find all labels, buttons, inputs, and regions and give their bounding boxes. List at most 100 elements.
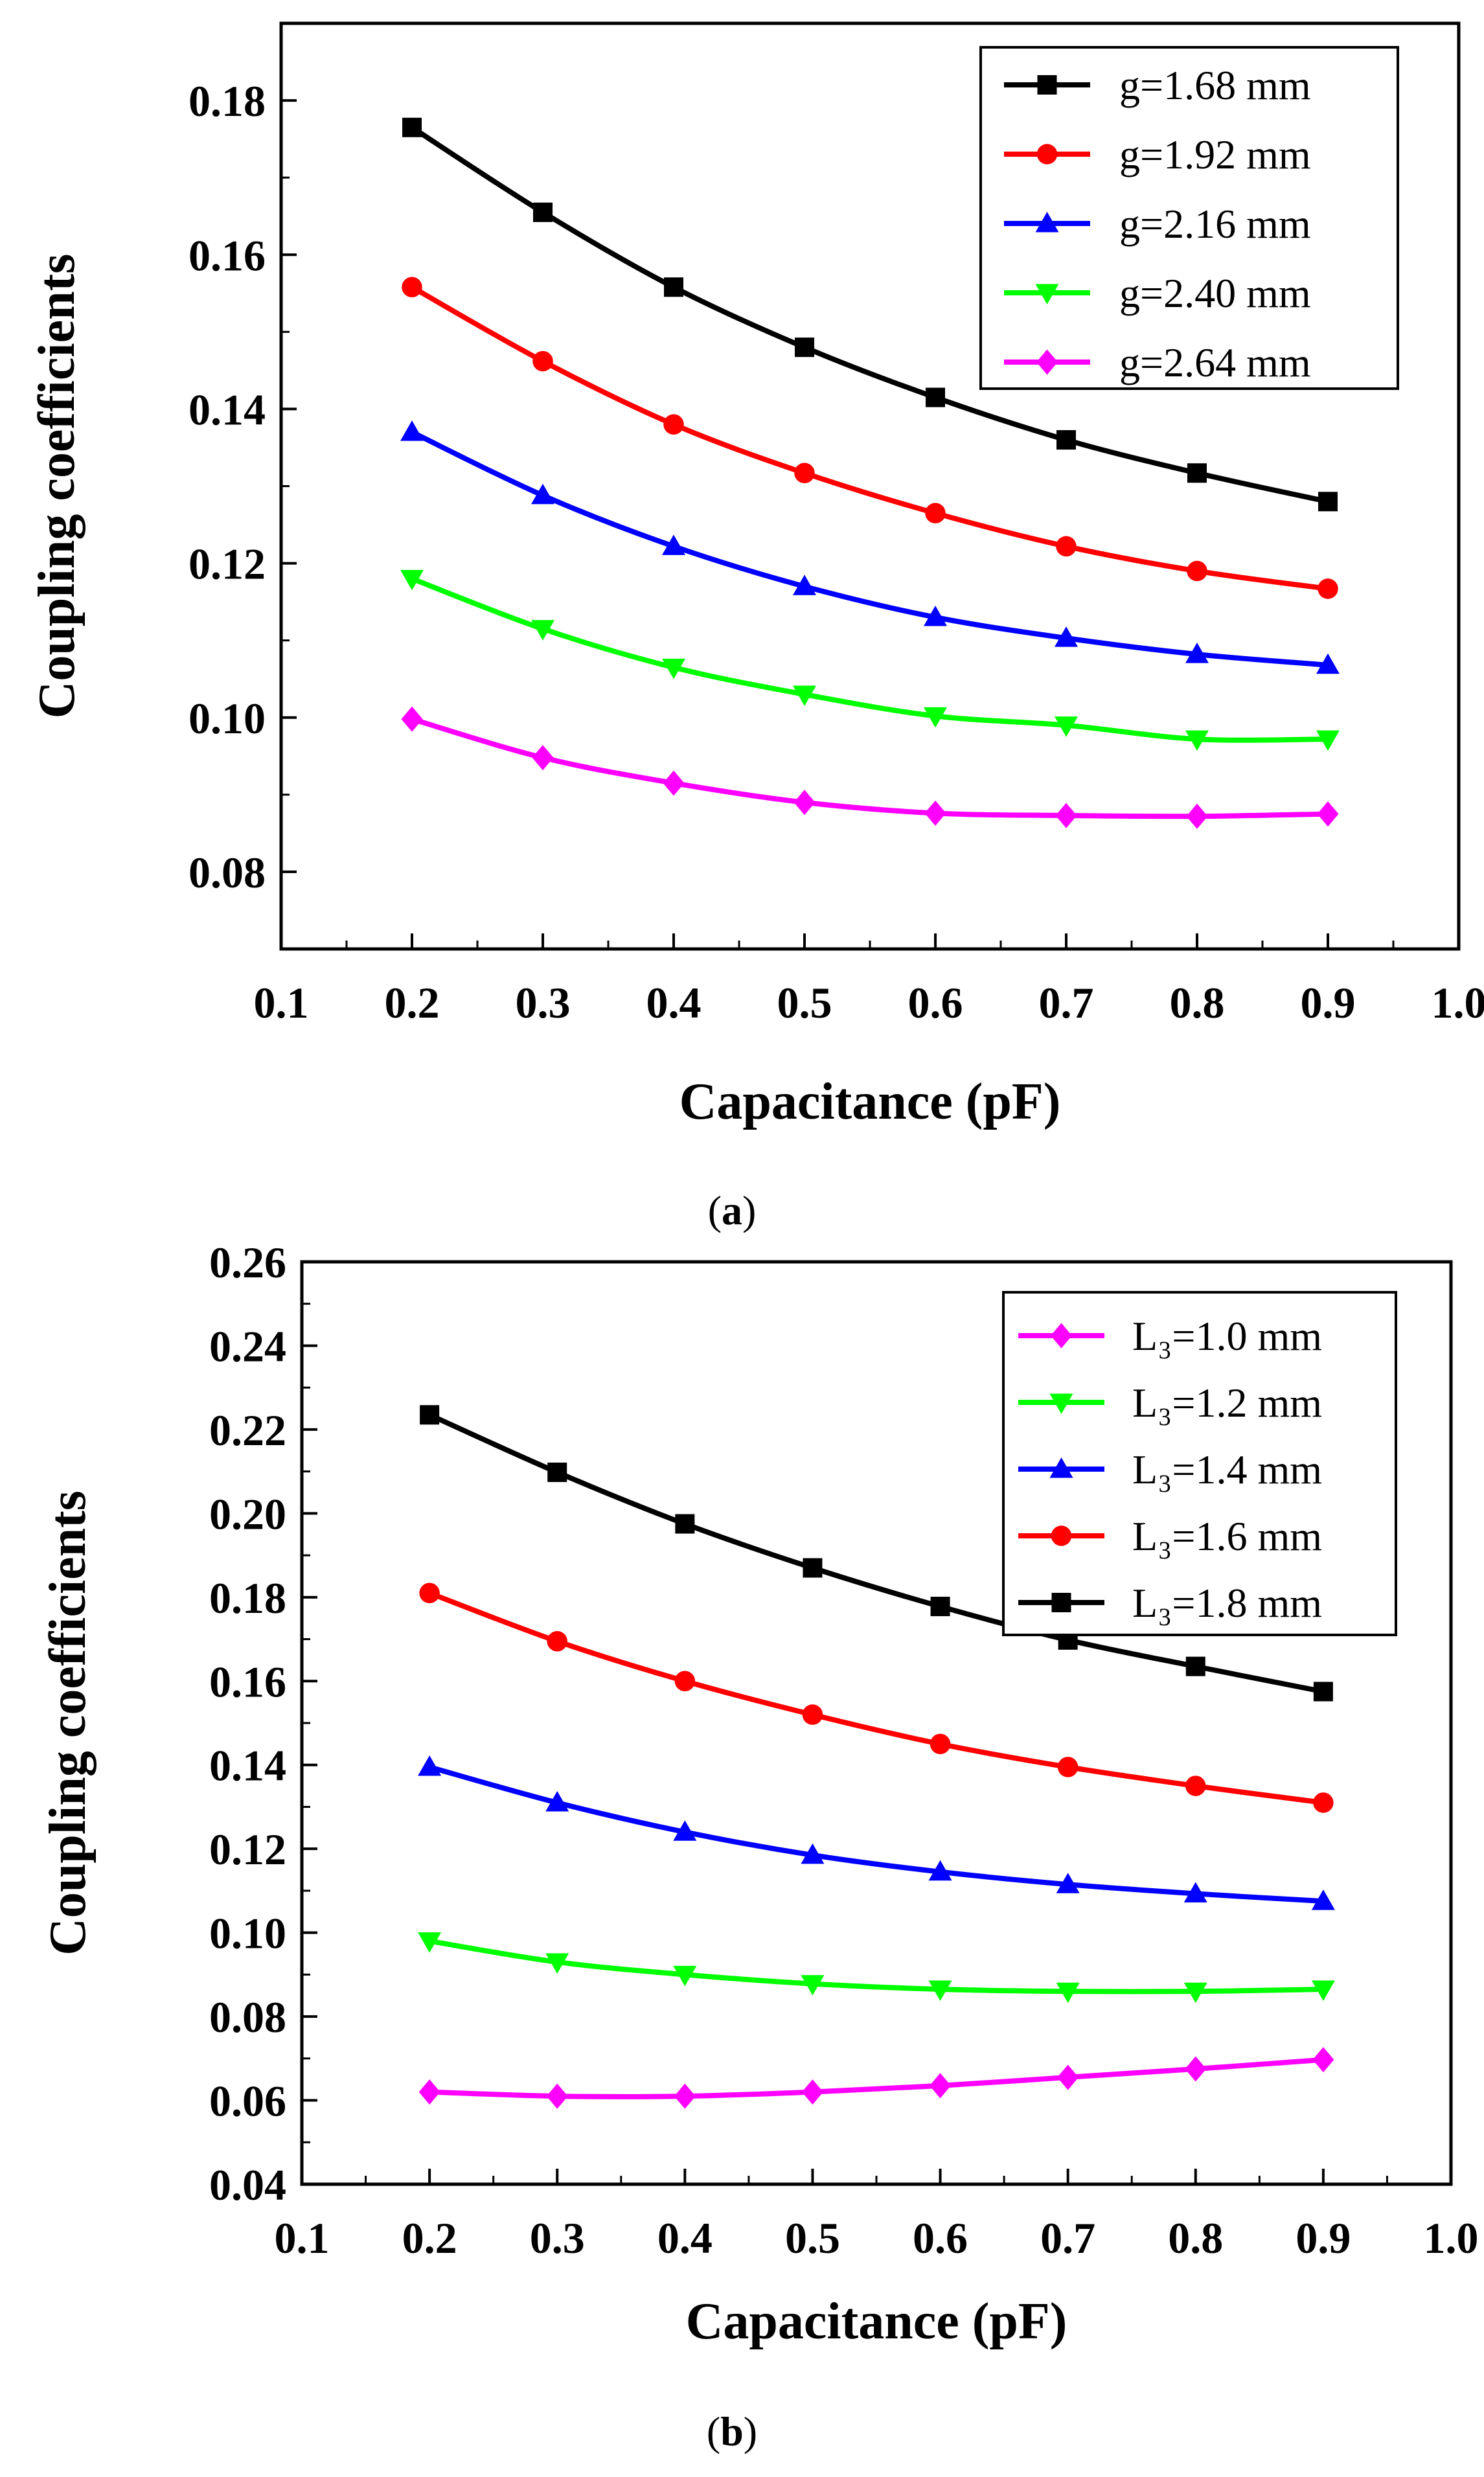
data-point — [1055, 626, 1078, 647]
y-tick-labels-a: 0.08 0.10 0.12 0.14 0.16 0.18 — [188, 76, 266, 897]
caption-label: b — [720, 2408, 744, 2454]
data-point — [673, 1820, 697, 1841]
data-point — [930, 1597, 950, 1617]
series-l-1.0-mm — [418, 2047, 1334, 2109]
legend-a: g=1.68 mm g=1.92 mm g=2.16 mm g=2.40 mm g=2.… — [979, 46, 1399, 390]
y-tick-label: 0.22 — [209, 1406, 286, 1455]
data-point — [420, 1405, 440, 1425]
data-point — [663, 770, 685, 796]
chart-panel-a: 0.1 0.2 0.3 0.4 0.5 0.6 0.7 0.8 0.9 1.0 0.080.100… — [29, 21, 1484, 1233]
data-point — [793, 790, 816, 816]
x-tick-label: 0.9 — [1301, 978, 1356, 1027]
data-point — [664, 277, 683, 297]
data-point — [400, 569, 424, 591]
legend-label: L₃=1.4 mm — [1132, 1446, 1322, 1492]
x-tick-labels-b: 0.1 0.2 0.3 0.4 0.5 0.6 0.7 0.8 0.9 1.0 — [275, 2213, 1479, 2263]
legend-swatch-marker — [1049, 1457, 1073, 1478]
x-axis-title-a: Capacitance (pF) — [679, 1073, 1061, 1130]
data-point — [1185, 730, 1209, 751]
x-tick-label: 0.7 — [1039, 978, 1094, 1027]
legend-item: g=2.40 mm — [1004, 270, 1311, 316]
y-tick-label: 0.16 — [188, 231, 266, 280]
data-point — [663, 414, 684, 435]
series-g-2.64-mm — [401, 706, 1339, 829]
series-line — [428, 1412, 1324, 1695]
data-point — [402, 277, 422, 298]
legend-swatch-marker — [1035, 212, 1059, 233]
data-point — [545, 1790, 569, 1812]
y-tick-label: 0.14 — [188, 385, 266, 434]
x-tick-label: 0.5 — [777, 978, 832, 1027]
series-line — [429, 2057, 1324, 2099]
data-point — [793, 685, 816, 707]
data-point — [1055, 803, 1077, 828]
x-tick-label: 0.2 — [385, 978, 440, 1027]
y-tick-label: 0.18 — [209, 1573, 286, 1623]
legend-item: L₃=1.6 mm — [1018, 1513, 1322, 1559]
series-l-1.8-mm — [420, 1405, 1333, 1702]
data-point — [533, 202, 553, 222]
legend-item: L₃=1.8 mm — [1018, 1580, 1322, 1626]
caption-close-paren: ) — [742, 1187, 756, 1233]
x-tick-label: 0.8 — [1170, 978, 1225, 1027]
x-tick-label: 0.2 — [402, 2213, 457, 2263]
data-point — [418, 1755, 442, 1776]
panel-caption-b: (b) — [707, 2408, 757, 2454]
x-tick-label: 0.9 — [1296, 2213, 1351, 2263]
y-tick-label: 0.08 — [209, 1992, 286, 2042]
legend-swatch-marker — [1051, 1525, 1072, 1546]
legend-label: L₃=1.2 mm — [1132, 1380, 1322, 1426]
axis-ticks-b — [301, 1261, 1452, 2186]
data-point — [1057, 2064, 1079, 2090]
data-point — [802, 1704, 823, 1725]
x-tick-label: 0.3 — [530, 2213, 585, 2263]
data-point — [924, 605, 947, 626]
data-point — [1185, 1775, 1206, 1796]
data-point — [1311, 1980, 1335, 2002]
x-tick-label: 0.1 — [275, 2213, 330, 2263]
caption-label: a — [722, 1187, 742, 1233]
series-l-1.6-mm — [419, 1582, 1334, 1813]
legend-swatch-marker — [1035, 284, 1059, 304]
legend-item: g=1.92 mm — [1004, 131, 1311, 177]
legend-label: g=1.68 mm — [1119, 62, 1311, 108]
series-line — [429, 1764, 1324, 1904]
y-tick-label: 0.10 — [209, 1909, 286, 1958]
data-point — [675, 1514, 695, 1534]
series-g-2.16-mm — [400, 420, 1340, 674]
legend-swatch-marker — [1036, 144, 1058, 165]
x-tick-label: 0.4 — [657, 2213, 713, 2263]
x-tick-label: 0.6 — [908, 978, 963, 1027]
legend-label: g=2.40 mm — [1119, 270, 1311, 316]
data-point — [532, 350, 553, 372]
data-point — [1313, 1792, 1334, 1813]
legend-label: g=1.92 mm — [1119, 131, 1311, 177]
axis-ticks-a — [280, 99, 1460, 949]
x-tick-label: 0.7 — [1040, 2213, 1095, 2263]
series-g-1.92-mm — [402, 277, 1338, 599]
legend-item: L₃=1.4 mm — [1018, 1446, 1322, 1492]
data-point — [803, 1558, 823, 1578]
legend-swatch-marker — [1049, 1393, 1073, 1414]
data-point — [402, 117, 422, 137]
x-tick-label: 0.3 — [516, 978, 571, 1027]
data-point — [1185, 1656, 1205, 1676]
data-point — [1055, 716, 1078, 737]
data-point — [673, 1965, 697, 1987]
data-point — [1056, 536, 1077, 557]
data-point — [928, 1860, 952, 1881]
data-point — [930, 1733, 951, 1755]
x-tick-label: 0.8 — [1168, 2213, 1223, 2263]
data-point — [674, 2083, 696, 2109]
data-point — [662, 658, 685, 679]
legend-label: L₃=1.8 mm — [1132, 1580, 1322, 1626]
data-point — [795, 337, 814, 358]
data-point — [531, 620, 554, 641]
data-point — [924, 800, 946, 826]
data-point — [925, 503, 946, 523]
data-point — [924, 707, 947, 728]
data-point — [418, 2079, 440, 2105]
data-point — [547, 1631, 567, 1652]
legend-swatch-marker — [1051, 1593, 1071, 1612]
data-point — [1187, 560, 1207, 582]
